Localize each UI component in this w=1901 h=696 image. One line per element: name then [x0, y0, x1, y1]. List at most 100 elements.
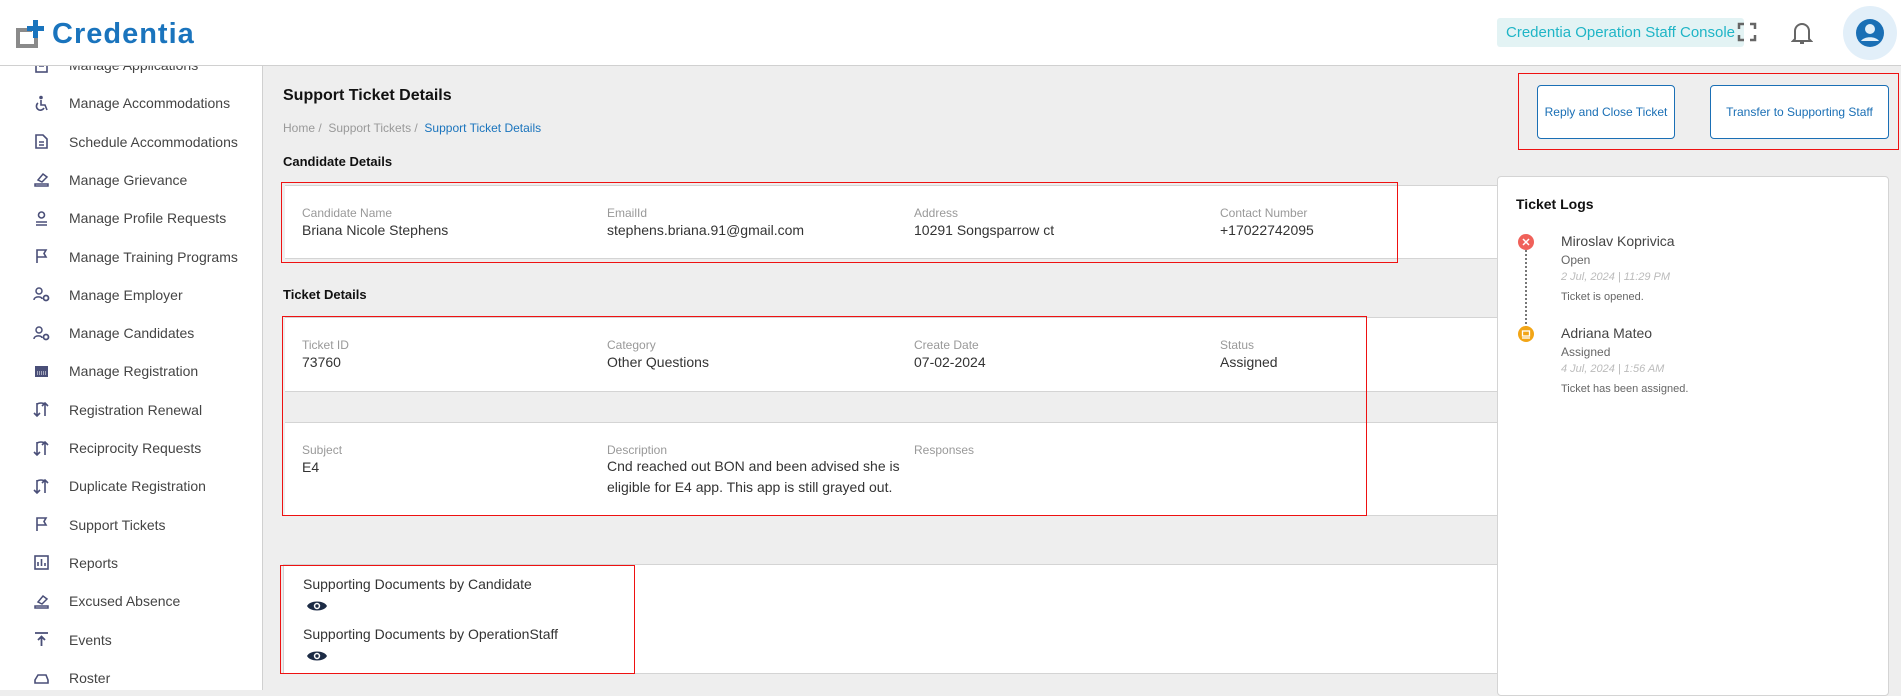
breadcrumb: Home / Support Tickets / Support Ticket … [283, 121, 542, 135]
create-date-value: 07-02-2024 [914, 354, 986, 370]
sidebar-item-manage-registration[interactable]: Manage Registration [0, 356, 262, 386]
log-status: Open [1561, 253, 1591, 267]
sidebar-item-reciprocity-requests[interactable]: Reciprocity Requests [0, 433, 262, 463]
log-author: Miroslav Koprivica [1561, 233, 1675, 249]
sidebar-item-manage-grievance[interactable]: Manage Grievance [0, 165, 262, 195]
breadcrumb-support-tickets[interactable]: Support Tickets [328, 121, 412, 135]
log-datetime: 2 Jul, 2024 | 11:29 PM [1561, 271, 1671, 283]
sidebar-item-label: Schedule Accommodations [69, 133, 238, 150]
sidebar-item-events[interactable]: Events [0, 625, 262, 655]
status-value: Assigned [1220, 354, 1278, 370]
page-title: Support Ticket Details [283, 87, 452, 104]
sidebar-item-label: Roster [69, 669, 111, 686]
notifications-button[interactable] [1790, 20, 1814, 51]
sidebar-item-label: Manage Candidates [69, 325, 195, 342]
sidebar-item-label: Reciprocity Requests [69, 440, 202, 456]
sidebar-item-roster[interactable]: Roster [0, 663, 262, 690]
sidebar-item-label: Manage Grievance [69, 171, 188, 188]
address-label: Address [914, 206, 959, 220]
emailid-value: stephens.briana.91@gmail.com [607, 222, 805, 238]
breadcrumb-home[interactable]: Home [283, 121, 316, 135]
subject-value: E4 [302, 459, 320, 475]
sidebar-item-label: Support Tickets [69, 516, 166, 533]
person-icon [36, 210, 47, 226]
sidebar-item-reports[interactable]: Reports [0, 548, 262, 578]
sidebar-item-manage-employer[interactable]: Manage Employer [0, 280, 262, 310]
sidebar-item-label: Events [69, 631, 112, 648]
document-icon [35, 134, 48, 149]
gavel-icon [34, 594, 49, 609]
candidate-name-label: Candidate Name [302, 206, 393, 220]
supporting-documents-card: Supporting Documents by Candidate Suppor… [283, 564, 1497, 674]
sidebar-item-label: Manage Registration [69, 363, 199, 380]
log-status: Assigned [1561, 345, 1611, 359]
create-date-label: Create Date [914, 338, 979, 352]
ticket-logs-heading: Ticket Logs [1516, 196, 1594, 212]
responses-label: Responses [914, 443, 975, 457]
fullscreen-button[interactable] [1737, 22, 1757, 47]
flag-icon [36, 517, 48, 532]
log-author: Adriana Mateo [1561, 325, 1653, 341]
sidebar-item-support-tickets[interactable]: Support Tickets [0, 510, 262, 540]
sidebar-item-manage-candidates[interactable]: Manage Candidates [0, 318, 262, 348]
view-eye-icon[interactable] [307, 649, 327, 663]
address-value: 10291 Songsparrow ct [914, 222, 1055, 238]
breadcrumb-current: Support Ticket Details [424, 121, 542, 135]
log-datetime: 4 Jul, 2024 | 1:56 AM [1561, 363, 1665, 375]
subject-label: Subject [302, 443, 343, 457]
candidate-details-heading: Candidate Details [283, 154, 393, 169]
logo[interactable]: Credentia [14, 18, 195, 51]
account-circle-icon [1856, 19, 1884, 47]
ticket-details-heading: Ticket Details [283, 287, 367, 302]
reply-close-ticket-button[interactable]: Reply and Close Ticket [1537, 85, 1675, 139]
assigned-status-icon [1518, 326, 1534, 342]
category-value: Other Questions [607, 354, 709, 370]
registration-icon [35, 365, 48, 377]
sidebar-item-label: Manage Profile Requests [69, 210, 227, 227]
log-message: Ticket is opened. [1561, 291, 1644, 303]
chart-icon [34, 555, 49, 571]
bell-icon [1790, 23, 1814, 44]
swap-icon [33, 402, 49, 418]
sidebar-item-label: Reports [69, 554, 119, 571]
timeline-connector [1525, 243, 1527, 331]
ticket-card-secondary: Subject E4 Description Cnd reached out BON … [285, 422, 1497, 516]
description-label: Description [607, 443, 668, 457]
console-badge: Credentia Operation Staff Console [1497, 18, 1745, 47]
header: Credentia Credentia Operation Staff Cons… [0, 0, 1901, 66]
sidebar-item-label: Registration Renewal [69, 401, 203, 418]
sidebar-item-excused-absence[interactable]: Excused Absence [0, 586, 262, 616]
sidebar-item-manage-training-programs[interactable]: Manage Training Programs [0, 242, 262, 272]
docs-by-candidate-label: Supporting Documents by Candidate [303, 576, 532, 592]
sidebar-item-label: Manage Training Programs [69, 248, 238, 265]
sidebar-item-registration-renewal[interactable]: Registration Renewal [0, 395, 262, 425]
sidebar-item-manage-accommodations[interactable]: Manage Accommodations [0, 88, 262, 118]
upload-icon [35, 632, 48, 646]
candidate-card: Candidate Name Briana Nicole Stephens Emai… [285, 185, 1497, 259]
sidebar-item-schedule-accommodations[interactable]: Schedule Accommodations [0, 127, 262, 157]
contact-number-value: +17022742095 [1220, 222, 1314, 238]
sidebar-item-label: Duplicate Registration [69, 478, 206, 495]
tray-icon [34, 674, 49, 685]
transfer-supporting-staff-button[interactable]: Transfer to Supporting Staff [1710, 85, 1889, 139]
status-label: Status [1220, 338, 1255, 352]
ticket-logs-panel: Ticket Logs Miroslav Koprivica Open 2 Ju… [1497, 176, 1889, 696]
ticket-id-label: Ticket ID [302, 338, 349, 352]
ticket-id-value: 73760 [302, 354, 341, 370]
ticket-card-primary: Ticket ID 73760 Category Other Questions Cre… [285, 317, 1497, 392]
avatar[interactable] [1843, 6, 1897, 60]
docs-by-staff-label: Supporting Documents by OperationStaff [303, 626, 559, 642]
view-eye-icon[interactable] [307, 599, 327, 613]
category-label: Category [607, 338, 656, 352]
sidebar-item-label: Manage Accommodations [69, 95, 231, 112]
logo-text: Credentia [52, 18, 195, 50]
accessibility-icon [35, 95, 48, 111]
user-gear-icon [33, 325, 50, 340]
swap-icon [33, 440, 49, 456]
gavel-icon [34, 173, 49, 188]
sidebar-item-label: Manage Employer [69, 286, 183, 303]
sidebar-item-manage-profile-requests[interactable]: Manage Profile Requests [0, 203, 262, 233]
sidebar-item-duplicate-registration[interactable]: Duplicate Registration [0, 471, 262, 501]
sidebar: Manage ApplicationsManage Accommodations… [0, 0, 263, 690]
logo-icon [16, 19, 44, 48]
